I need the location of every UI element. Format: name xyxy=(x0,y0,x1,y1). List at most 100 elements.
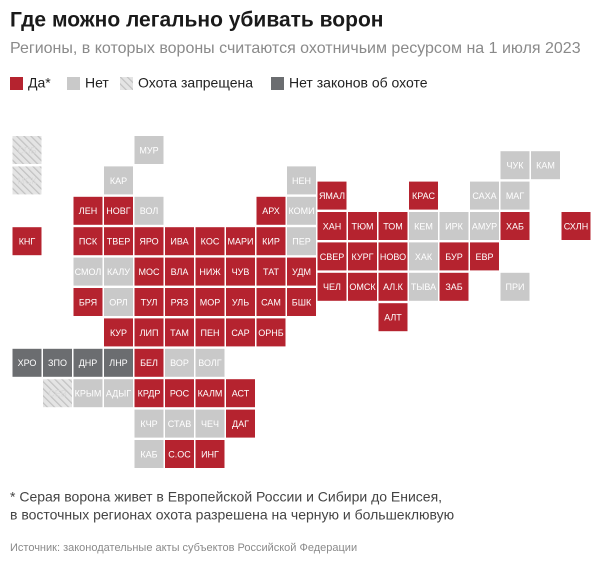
region-label: ОМСК xyxy=(349,282,376,292)
region-tile xyxy=(378,212,408,240)
region-label: СТАВ xyxy=(168,419,191,429)
region-label: БРЯ xyxy=(79,297,97,307)
region-tile xyxy=(439,212,469,240)
region-label: КОМИ xyxy=(288,206,314,216)
region-label: ХАН xyxy=(323,221,342,231)
region-tile xyxy=(287,166,316,195)
region-tile xyxy=(409,242,438,271)
region-label: КУРГ xyxy=(352,252,374,262)
region-tile xyxy=(287,196,316,225)
region-label: ЕВР xyxy=(475,252,493,262)
region-label: АСТ xyxy=(232,389,250,399)
region-label: КЧР xyxy=(140,419,157,429)
region-tile xyxy=(12,348,42,377)
region-tile xyxy=(500,212,530,240)
region-label: ОРНБ xyxy=(258,328,284,338)
region-tile xyxy=(378,242,408,271)
region-label: НОВГ xyxy=(106,206,131,216)
region-tile xyxy=(531,151,560,180)
footnote: в восточных регионах охота разрешена на … xyxy=(10,507,454,523)
region-label: МСК xyxy=(17,176,37,186)
region-tile xyxy=(256,227,286,256)
region-label: СЕВ xyxy=(48,389,67,399)
region-tile xyxy=(317,212,347,240)
region-tile xyxy=(317,181,347,210)
region-tile xyxy=(73,348,103,377)
region-label: ЧУК xyxy=(507,161,525,171)
legend-label: Охота запрещена xyxy=(138,75,253,91)
region-tile xyxy=(195,409,225,438)
region-label: КАБ xyxy=(140,449,157,459)
region-tile xyxy=(134,379,164,408)
region-label: ИВА xyxy=(170,237,188,247)
region-label: ЧЕЧ xyxy=(201,419,219,429)
region-tile xyxy=(348,272,377,301)
region-tile xyxy=(256,196,286,225)
region-tile xyxy=(195,440,225,468)
region-label: КИР xyxy=(262,237,280,247)
region-label: НИЖ xyxy=(199,267,221,277)
region-tile xyxy=(134,227,164,256)
region-tile xyxy=(470,212,499,240)
region-tile xyxy=(43,348,72,377)
region-label: САХА xyxy=(472,191,496,201)
region-tile xyxy=(104,257,133,286)
region-label: АЛ.К xyxy=(383,282,404,292)
region-label: ПЕР xyxy=(292,237,310,247)
region-tile xyxy=(195,288,225,316)
region-tile xyxy=(165,409,194,438)
region-tile xyxy=(165,379,194,408)
region-tile xyxy=(409,272,438,301)
region-tile xyxy=(561,212,591,240)
region-tile xyxy=(256,288,286,316)
region-tile xyxy=(226,257,255,286)
region-tile xyxy=(73,196,103,225)
region-label: ХАК xyxy=(415,252,433,262)
region-label: ВОР xyxy=(170,358,189,368)
region-label: АРХ xyxy=(262,206,280,216)
region-tile xyxy=(134,409,164,438)
region-label: ПРИ xyxy=(506,282,525,292)
legend-swatch xyxy=(10,77,23,90)
region-label: ТУЛ xyxy=(141,297,158,307)
region-label: ЯРО xyxy=(139,237,158,247)
region-tile xyxy=(12,136,42,164)
region-tile xyxy=(104,288,133,316)
region-label: ДАГ xyxy=(232,419,249,429)
region-label: НЕН xyxy=(292,176,311,186)
region-label: КРЫМ xyxy=(75,389,102,399)
region-label: КАЛМ xyxy=(198,389,223,399)
region-label: МУР xyxy=(139,145,158,155)
region-tile xyxy=(134,288,164,316)
region-label: МОР xyxy=(200,297,221,307)
region-tile xyxy=(226,318,255,347)
region-label: РОС xyxy=(170,389,190,399)
region-tile xyxy=(439,272,469,301)
region-label: ЛЕН xyxy=(79,206,97,216)
region-label: БШК xyxy=(292,297,312,307)
region-tile xyxy=(195,348,225,377)
region-tile xyxy=(134,136,164,164)
region-label: ТАТ xyxy=(263,267,279,277)
region-tile xyxy=(165,288,194,316)
region-label: КАМ xyxy=(536,161,555,171)
region-label: ИРК xyxy=(445,221,463,231)
subtitle: Регионы, в которых вороны считаются охот… xyxy=(10,40,581,57)
region-label: МОС xyxy=(139,267,160,277)
region-tile xyxy=(134,257,164,286)
legend-label: Да* xyxy=(28,75,51,91)
region-tile xyxy=(439,242,469,271)
region-label: КЕМ xyxy=(414,221,433,231)
region-tile xyxy=(73,288,103,316)
region-tile xyxy=(43,379,72,408)
region-label: КАР xyxy=(110,176,127,186)
region-label: ЗАБ xyxy=(445,282,462,292)
legend-swatch xyxy=(271,77,284,90)
region-tile xyxy=(195,379,225,408)
region-tile xyxy=(226,409,255,438)
region-label: КУР xyxy=(110,328,127,338)
region-label: ВОЛГ xyxy=(198,358,222,368)
region-tile xyxy=(287,288,316,316)
region-label: ТЫВА xyxy=(411,282,436,292)
